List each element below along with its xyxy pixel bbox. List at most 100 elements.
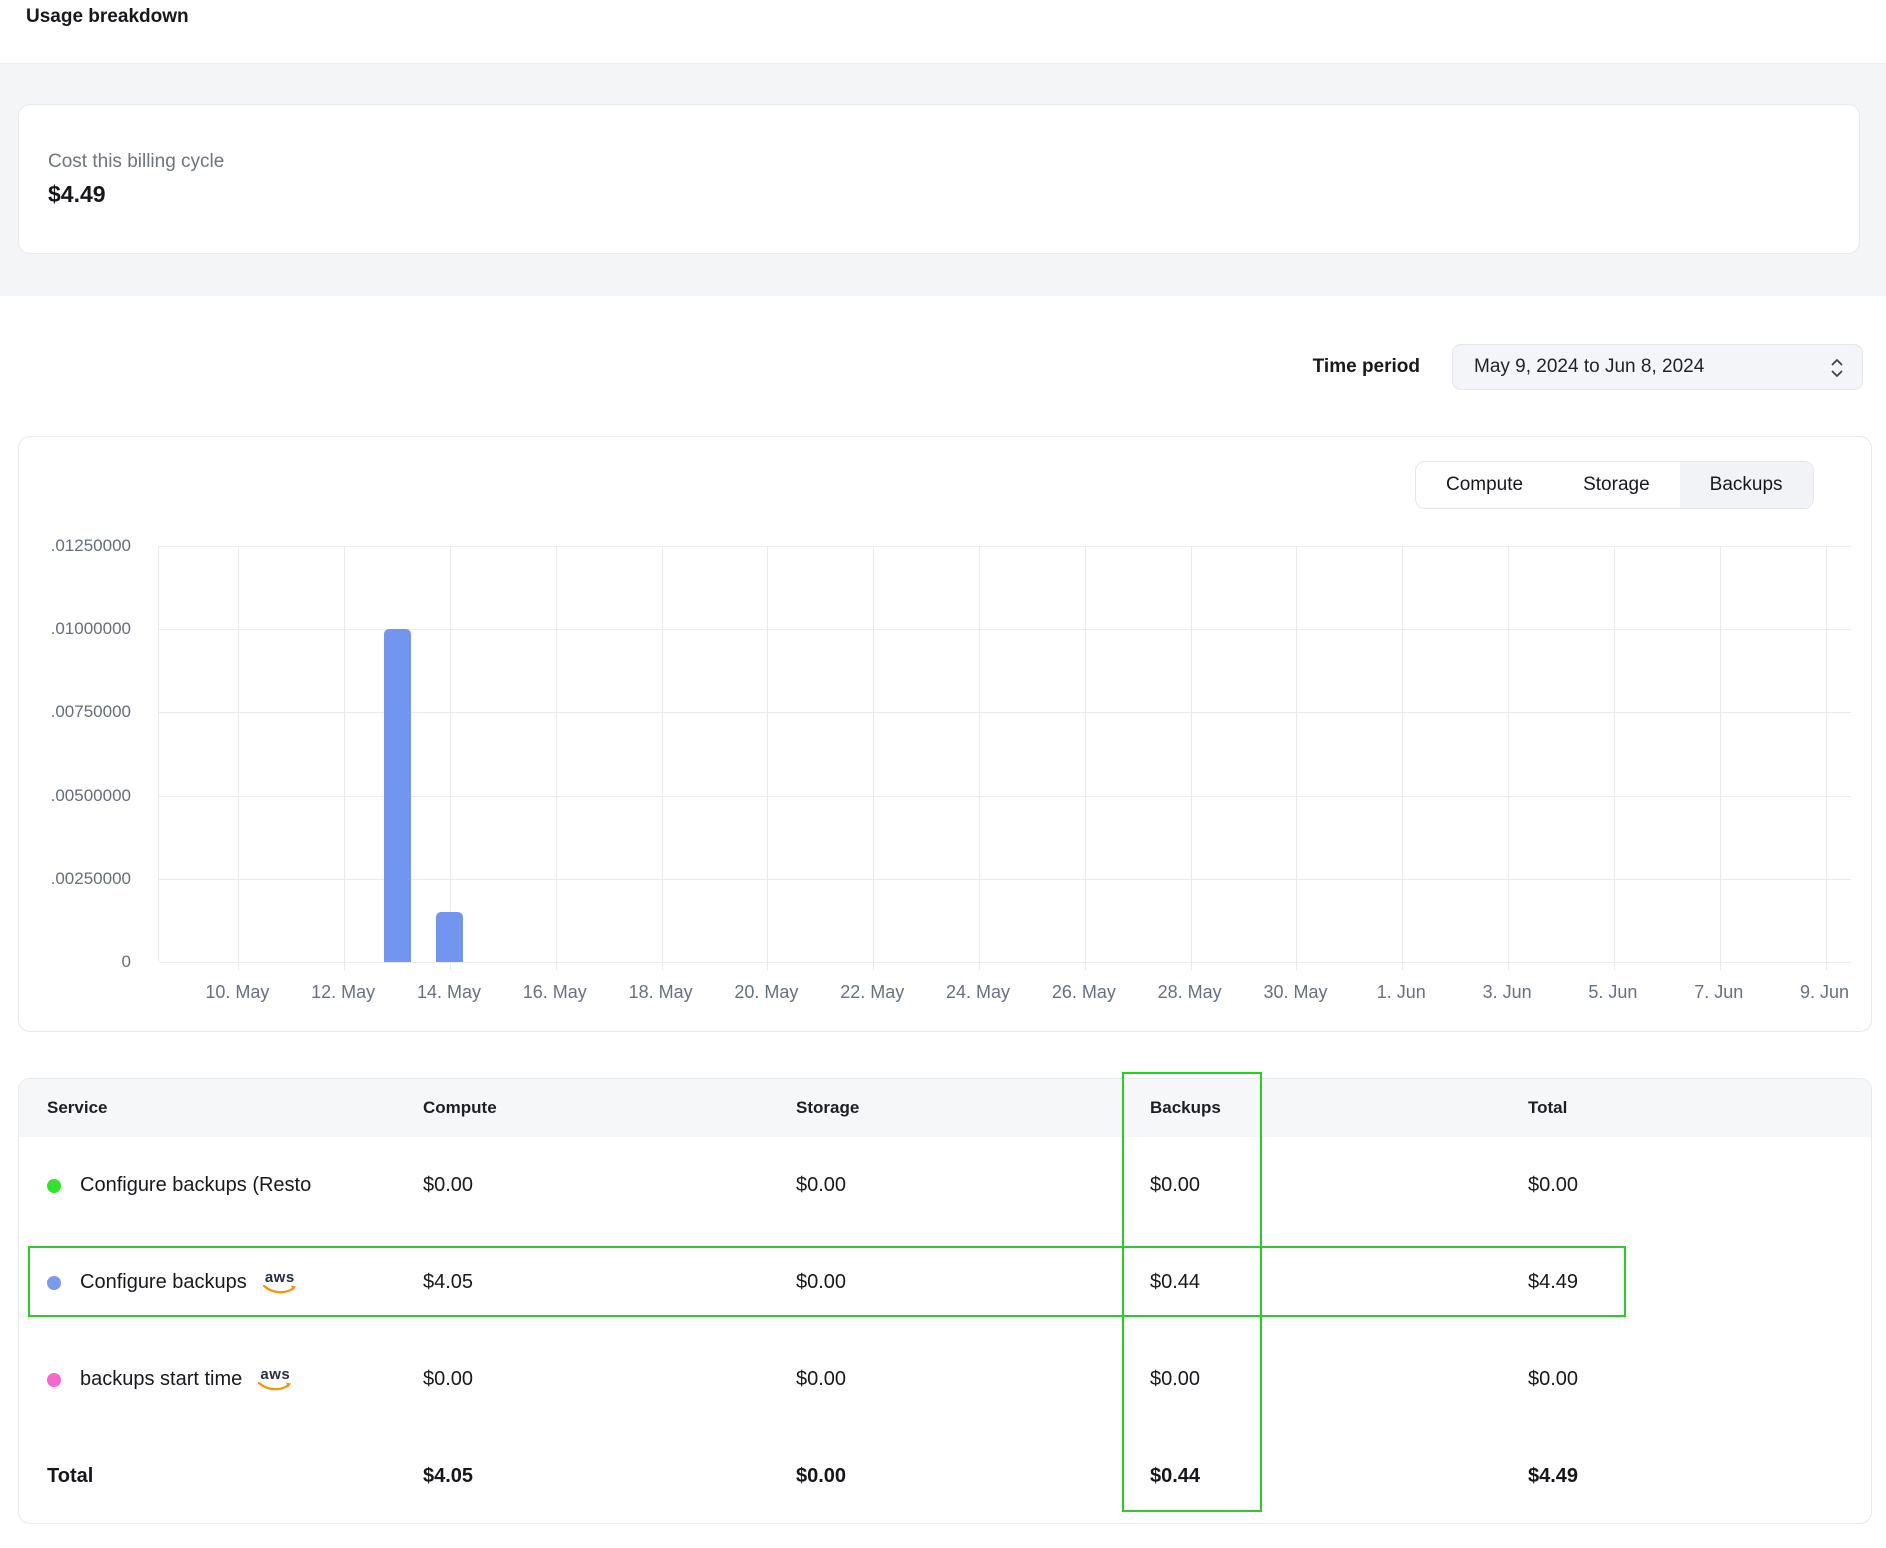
y-tick-label: 0	[19, 952, 131, 972]
series-dot	[47, 1179, 61, 1193]
aws-logo-text: aws	[265, 1271, 295, 1284]
total-value: $4.49	[1528, 1271, 1871, 1294]
y-tick-label: .00750000	[19, 702, 131, 722]
y-tick-label: .01000000	[19, 619, 131, 639]
aws-swoosh-icon	[257, 1381, 293, 1392]
tab-backups[interactable]: Backups	[1680, 462, 1813, 508]
v-gridline	[662, 546, 663, 970]
chart-bar-14-May[interactable]	[436, 912, 463, 962]
cost-cycle-value: $4.49	[48, 181, 1859, 208]
header-backups: Backups	[1150, 1098, 1528, 1118]
x-tick-label: 18. May	[601, 982, 721, 1003]
v-gridline	[1296, 546, 1297, 970]
aws-logo-text: aws	[260, 1368, 290, 1381]
v-gridline	[873, 546, 874, 970]
tab-storage[interactable]: Storage	[1553, 462, 1680, 508]
header-storage: Storage	[796, 1098, 1150, 1118]
total-row-label: Total	[47, 1465, 423, 1488]
h-gridline	[159, 712, 1851, 713]
table-header-row: Service Compute Storage Backups Total	[19, 1079, 1871, 1137]
compute-total: $4.05	[423, 1465, 796, 1488]
backups-total: $0.44	[1150, 1465, 1528, 1488]
header-compute: Compute	[423, 1098, 796, 1118]
select-chevrons-icon	[1830, 357, 1844, 379]
tab-compute[interactable]: Compute	[1416, 462, 1553, 508]
backups-value: $0.00	[1150, 1174, 1528, 1197]
compute-value: $0.00	[423, 1368, 796, 1391]
grand-total: $4.49	[1528, 1465, 1871, 1488]
page-title: Usage breakdown	[26, 6, 189, 28]
v-gridline	[1402, 546, 1403, 970]
backups-value: $0.00	[1150, 1368, 1528, 1391]
x-tick-label: 10. May	[177, 982, 297, 1003]
aws-logo: aws	[262, 1271, 298, 1295]
v-gridline	[1826, 546, 1827, 970]
storage-value: $0.00	[796, 1174, 1150, 1197]
v-gridline	[450, 546, 451, 970]
x-tick-label: 26. May	[1024, 982, 1144, 1003]
table-row: backups start time aws $0.00 $0.00 $0.00…	[19, 1331, 1871, 1428]
v-gridline	[1191, 546, 1192, 970]
v-gridline	[1508, 546, 1509, 970]
service-cell: Configure backups aws	[47, 1271, 423, 1295]
h-gridline	[159, 962, 1851, 963]
x-tick-label: 9. Jun	[1765, 982, 1885, 1003]
v-gridline	[767, 546, 768, 970]
compute-value: $0.00	[423, 1174, 796, 1197]
total-value: $0.00	[1528, 1368, 1871, 1391]
aws-swoosh-icon	[262, 1284, 298, 1295]
storage-value: $0.00	[796, 1368, 1150, 1391]
x-tick-label: 28. May	[1130, 982, 1250, 1003]
cost-cycle-label: Cost this billing cycle	[48, 151, 1859, 173]
service-name: Configure backups (Resto	[80, 1174, 311, 1197]
y-tick-label: .00500000	[19, 786, 131, 806]
series-dot	[47, 1373, 61, 1387]
table-total-row: Total $4.05 $0.00 $0.44 $4.49	[19, 1428, 1871, 1524]
v-gridline	[1720, 546, 1721, 970]
v-gridline	[556, 546, 557, 970]
y-axis-labels: .01250000.01000000.00750000.00500000.002…	[19, 546, 131, 962]
time-period-row: Time period May 9, 2024 to Jun 8, 2024	[1313, 344, 1863, 390]
time-period-select[interactable]: May 9, 2024 to Jun 8, 2024	[1452, 344, 1863, 390]
chart-bar-13-May[interactable]	[384, 629, 411, 962]
x-tick-label: 7. Jun	[1659, 982, 1779, 1003]
storage-total: $0.00	[796, 1465, 1150, 1488]
series-dot	[47, 1276, 61, 1290]
y-tick-label: .00250000	[19, 869, 131, 889]
v-gridline	[344, 546, 345, 970]
summary-band: Cost this billing cycle $4.49	[0, 63, 1886, 296]
h-gridline	[159, 629, 1851, 630]
x-tick-label: 22. May	[812, 982, 932, 1003]
v-gridline	[1614, 546, 1615, 970]
x-tick-label: 16. May	[495, 982, 615, 1003]
x-tick-label: 14. May	[389, 982, 509, 1003]
backups-value: $0.44	[1150, 1271, 1528, 1294]
service-name: Configure backups	[80, 1271, 247, 1294]
x-tick-label: 30. May	[1235, 982, 1355, 1003]
usage-chart-card: Compute Storage Backups .01250000 .010000…	[18, 436, 1872, 1032]
x-tick-label: 24. May	[918, 982, 1038, 1003]
header-total: Total	[1528, 1098, 1871, 1118]
x-tick-label: 12. May	[283, 982, 403, 1003]
v-gridline	[238, 546, 239, 970]
h-gridline	[159, 879, 1851, 880]
x-tick-label: 20. May	[706, 982, 826, 1003]
y-tick-label: .01250000	[19, 536, 131, 556]
v-gridline	[979, 546, 980, 970]
service-cell: Configure backups (Resto	[47, 1174, 423, 1197]
time-period-label: Time period	[1313, 356, 1420, 378]
time-period-value: May 9, 2024 to Jun 8, 2024	[1474, 356, 1704, 378]
h-gridline	[159, 546, 1851, 547]
x-tick-label: 5. Jun	[1553, 982, 1673, 1003]
service-cell: backups start time aws	[47, 1368, 423, 1392]
service-name: backups start time	[80, 1368, 242, 1391]
billing-usage-page: Usage breakdown Cost this billing cycle …	[0, 0, 1886, 1548]
usage-table-card: Service Compute Storage Backups Total Co…	[18, 1078, 1872, 1524]
x-tick-label: 1. Jun	[1341, 982, 1461, 1003]
table-row: Configure backups (Resto $0.00 $0.00 $0.…	[19, 1137, 1871, 1234]
h-gridline	[159, 796, 1851, 797]
x-axis-labels: 10. May12. May14. May16. May18. May20. M…	[158, 982, 1851, 1006]
aws-logo: aws	[257, 1368, 293, 1392]
plot-area	[158, 546, 1851, 962]
storage-value: $0.00	[796, 1271, 1150, 1294]
